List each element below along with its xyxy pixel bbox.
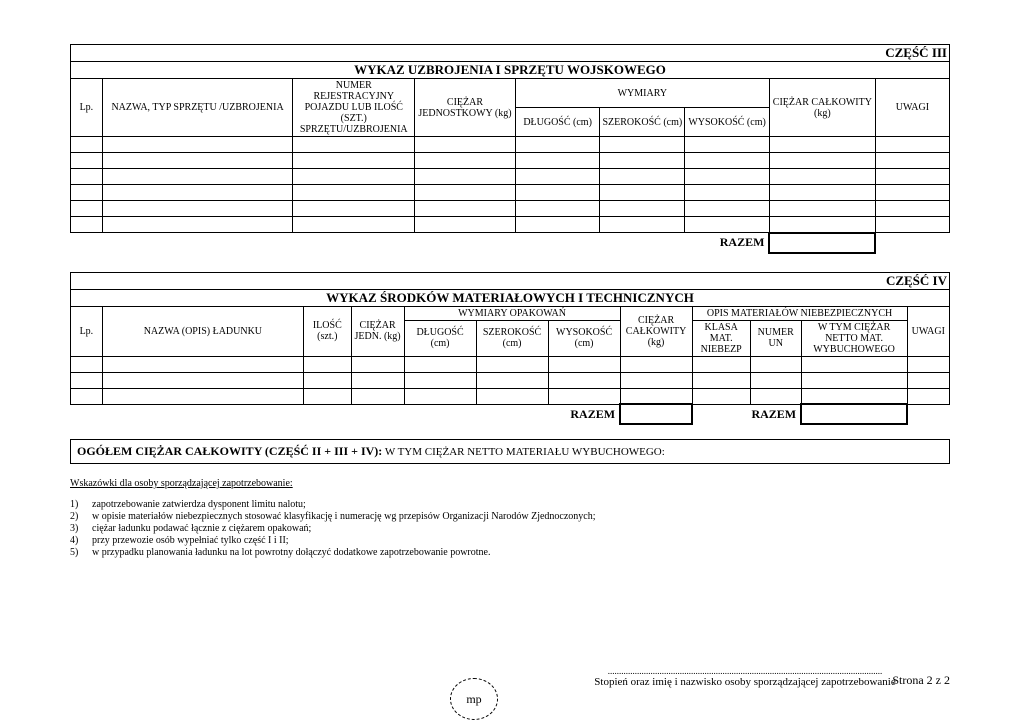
h4-opis: OPIS MATERIAŁÓW NIEBEZPIECZNYCH (692, 306, 907, 320)
h4-cc: CIĘŻAR CAŁKOWITY (kg) (620, 306, 692, 356)
hint-4: przy przewozie osób wypełniać tylko częś… (92, 535, 289, 546)
hint-2: w opisie materiałów niebezpiecznych stos… (92, 511, 596, 522)
h4-wy: WYSOKOŚĆ (cm) (548, 320, 620, 356)
part4-razem2-box (801, 404, 907, 424)
h3-wy: WYSOKOŚĆ (cm) (685, 108, 770, 137)
h4-cj: CIĘŻAR JEDN. (kg) (351, 306, 404, 356)
signature-area: ........................................… (540, 666, 950, 688)
hint-3: ciężar ładunku podawać łącznie z ciężare… (92, 523, 311, 534)
hints-list: 1)zapotrzebowanie zatwierdza dysponent l… (70, 499, 950, 558)
h3-sz: SZEROKOŚĆ (cm) (600, 108, 685, 137)
part4-razem1-label: RAZEM (71, 404, 621, 424)
part3-razem-label: RAZEM (71, 233, 770, 253)
hint-1: zapotrzebowanie zatwierdza dysponent lim… (92, 499, 306, 510)
h4-sz: SZEROKOŚĆ (cm) (476, 320, 548, 356)
table-part3: CZĘŚĆ III WYKAZ UZBROJENIA I SPRZĘTU WOJ… (70, 44, 950, 254)
hint-5: w przypadku planowania ładunku na lot po… (92, 547, 490, 558)
h4-ilosc: ILOŚĆ (szt.) (303, 306, 351, 356)
h4-klasa: KLASA MAT. NIEBEZP (692, 320, 750, 356)
h3-lp: Lp. (71, 79, 103, 137)
ogolem-strong: OGÓŁEM CIĘŻAR CAŁKOWITY (CZĘŚĆ II + III … (77, 444, 382, 458)
ogolem-box: OGÓŁEM CIĘŻAR CAŁKOWITY (CZĘŚĆ II + III … (70, 439, 950, 464)
signature-caption: Stopień oraz imię i nazwisko osoby sporz… (540, 676, 950, 688)
page-number: Strona 2 z 2 (892, 673, 950, 688)
h4-dl: DŁUGOŚĆ (cm) (404, 320, 476, 356)
part4-title: WYKAZ ŚRODKÓW MATERIAŁOWYCH I TECHNICZNY… (71, 289, 950, 306)
hints-title: Wskazówki dla osoby sporządzającej zapot… (70, 478, 950, 489)
part3-razem-box (769, 233, 875, 253)
part4-razem1-box (620, 404, 692, 424)
h4-wym: WYMIARY OPAKOWAŃ (404, 306, 620, 320)
h4-uwagi: UWAGI (907, 306, 949, 356)
part4-label: CZĘŚĆ IV (71, 272, 950, 289)
h4-wtym: W TYM CIĘŻAR NETTO MAT. WYBUCHOWEGO (801, 320, 907, 356)
h3-cc: CIĘŻAR CAŁKOWITY (kg) (769, 79, 875, 137)
h3-wym: WYMIARY (515, 79, 769, 108)
mp-stamp: mp (450, 678, 498, 720)
ogolem-rest: W TYM CIĘŻAR NETTO MATERIAŁU WYBUCHOWEGO… (382, 446, 665, 458)
h3-nazwa: NAZWA, TYP SPRZĘTU /UZBROJENIA (102, 79, 293, 137)
h4-nazwa: NAZWA (OPIS) ŁADUNKU (102, 306, 303, 356)
h3-uwagi: UWAGI (875, 79, 949, 137)
part3-title: WYKAZ UZBROJENIA I SPRZĘTU WOJSKOWEGO (71, 62, 950, 79)
h3-dl: DŁUGOŚĆ (cm) (515, 108, 600, 137)
part3-label: CZĘŚĆ III (71, 45, 950, 62)
table-part4: CZĘŚĆ IV WYKAZ ŚRODKÓW MATERIAŁOWYCH I T… (70, 272, 950, 426)
h4-un: NUMER UN (750, 320, 801, 356)
h3-numer: NUMER REJESTRACYJNY POJAZDU LUB ILOŚĆ (S… (293, 79, 415, 137)
h4-lp: Lp. (71, 306, 103, 356)
h3-cj: CIĘŻAR JEDNOSTKOWY (kg) (415, 79, 516, 137)
part4-razem2-label: RAZEM (692, 404, 801, 424)
signature-dots: ........................................… (540, 666, 950, 676)
page: CZĘŚĆ III WYKAZ UZBROJENIA I SPRZĘTU WOJ… (0, 0, 1020, 708)
